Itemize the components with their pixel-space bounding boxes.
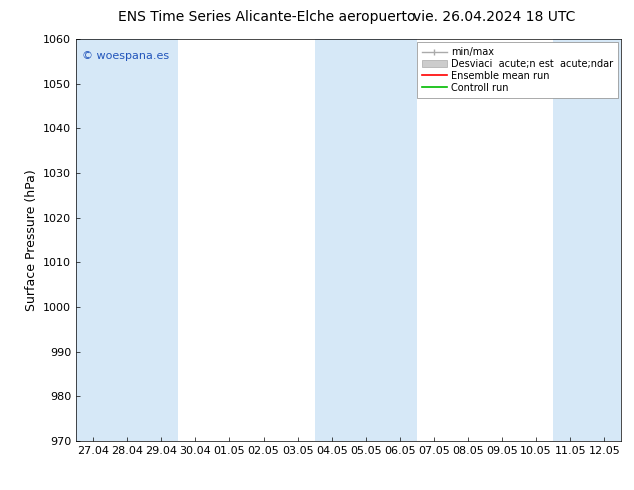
Bar [76, 39, 110, 441]
Bar [144, 39, 178, 441]
Text: ENS Time Series Alicante-Elche aeropuerto: ENS Time Series Alicante-Elche aeropuert… [117, 10, 415, 24]
Bar [349, 39, 383, 441]
Bar [587, 39, 621, 441]
Legend: min/max, Desviaci  acute;n est  acute;ndar, Ensemble mean run, Controll run: min/max, Desviaci acute;n est acute;ndar… [417, 42, 618, 98]
Text: vie. 26.04.2024 18 UTC: vie. 26.04.2024 18 UTC [413, 10, 576, 24]
Bar [553, 39, 587, 441]
Text: © woespana.es: © woespana.es [82, 51, 169, 61]
Bar [314, 39, 349, 441]
Bar [383, 39, 417, 441]
Bar [110, 39, 144, 441]
Y-axis label: Surface Pressure (hPa): Surface Pressure (hPa) [25, 169, 37, 311]
